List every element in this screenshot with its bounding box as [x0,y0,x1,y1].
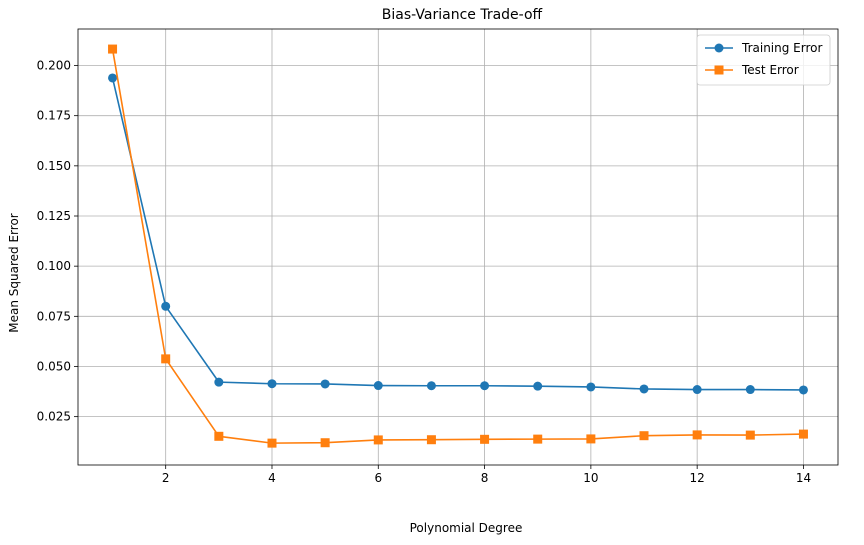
y-tick-label: 0.125 [37,209,71,223]
chart-title: Bias-Variance Trade-off [382,7,543,23]
data-point [586,434,596,444]
data-point [533,381,543,391]
data-point [161,354,171,364]
data-point [267,438,277,448]
data-point [533,434,543,444]
y-tick-label: 0.075 [37,309,71,323]
y-tick-label: 0.200 [37,59,71,73]
y-tick-label: 0.100 [37,259,71,273]
data-point [692,430,702,440]
data-point [480,434,490,444]
data-point [267,379,277,389]
axis-layer: 2 4 6 8 10 12 14 0.025 0.050 0.075 0.100 0.125 0.150… [37,59,811,485]
x-tick-label: 14 [796,471,811,485]
data-point [373,435,383,445]
x-tick-label: 6 [374,471,382,485]
data-point [639,384,649,394]
data-point [426,381,436,391]
series-layer [108,44,808,448]
x-tick-label: 2 [162,471,170,485]
data-point [798,385,808,395]
grid-layer [78,29,838,465]
y-axis-label: Mean Squared Error [7,213,21,333]
x-tick-label: 8 [481,471,489,485]
series-test-error [108,44,808,448]
data-point [639,431,649,441]
data-point [320,379,330,389]
data-point [214,377,224,387]
data-point [745,430,755,440]
data-point [426,435,436,445]
legend-label: Test Error [741,63,799,77]
y-tick-label: 0.025 [37,410,71,424]
x-tick-label: 4 [268,471,276,485]
data-point [214,431,224,441]
y-tick-label: 0.050 [37,359,71,373]
data-point [373,381,383,391]
data-point [745,385,755,395]
series-line [111,48,804,444]
data-point [586,382,596,392]
legend-label: Training Error [741,41,822,55]
legend: Training Error Test Error [696,34,831,86]
data-point [480,381,490,391]
data-point [108,44,118,54]
data-point [108,73,118,83]
data-point [161,301,171,311]
y-tick-label: 0.150 [37,159,71,173]
legend-marker [714,65,724,75]
series-training-error [108,73,808,395]
legend-marker [714,43,724,53]
legend-item: Test Error [705,63,799,77]
x-tick-label: 12 [690,471,705,485]
series-line [111,77,804,391]
x-tick-label: 10 [583,471,598,485]
legend-item: Training Error [705,41,822,55]
data-point [320,438,330,448]
data-point [798,429,808,439]
x-axis-label: Polynomial Degree [410,521,523,535]
plot-frame [77,28,839,466]
data-point [692,385,702,395]
y-tick-label: 0.175 [37,109,71,123]
